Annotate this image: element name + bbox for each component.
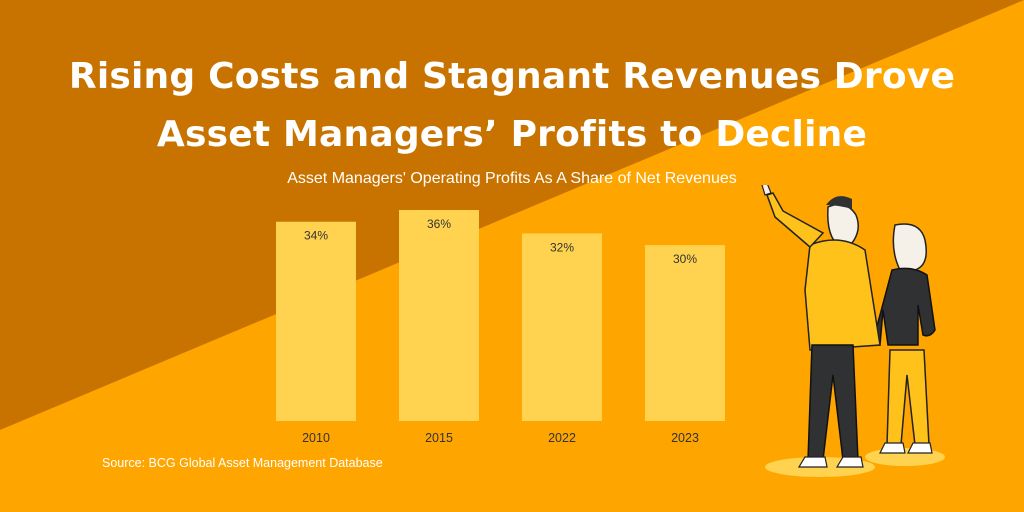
woman-figure bbox=[871, 223, 936, 454]
chart-title-line-2: Asset Managers’ Profits to Decline bbox=[156, 114, 868, 155]
two-people-pointing-illustration bbox=[761, 185, 945, 477]
chart-title-line-1: Rising Costs and Stagnant Revenues Drove bbox=[68, 56, 956, 97]
x-tick-label-2010: 2010 bbox=[302, 431, 330, 445]
data-label-2010: 34% bbox=[304, 229, 328, 243]
man-figure bbox=[761, 185, 881, 468]
bar-2022 bbox=[522, 233, 602, 421]
data-label-2022: 32% bbox=[550, 240, 574, 254]
background-dark-diagonal bbox=[0, 0, 1024, 430]
bar-2010 bbox=[276, 221, 356, 421]
bar-2015 bbox=[399, 210, 479, 421]
x-tick-label-2015: 2015 bbox=[425, 431, 453, 445]
data-label-2015: 36% bbox=[427, 217, 451, 231]
x-tick-label-2022: 2022 bbox=[548, 431, 576, 445]
x-tick-label-2023: 2023 bbox=[671, 431, 699, 445]
source-note: Source: BCG Global Asset Management Data… bbox=[102, 456, 383, 470]
bar-2023 bbox=[645, 245, 725, 421]
chart-subtitle: Asset Managers' Operating Profits As A S… bbox=[287, 170, 737, 187]
data-label-2023: 30% bbox=[673, 252, 697, 266]
